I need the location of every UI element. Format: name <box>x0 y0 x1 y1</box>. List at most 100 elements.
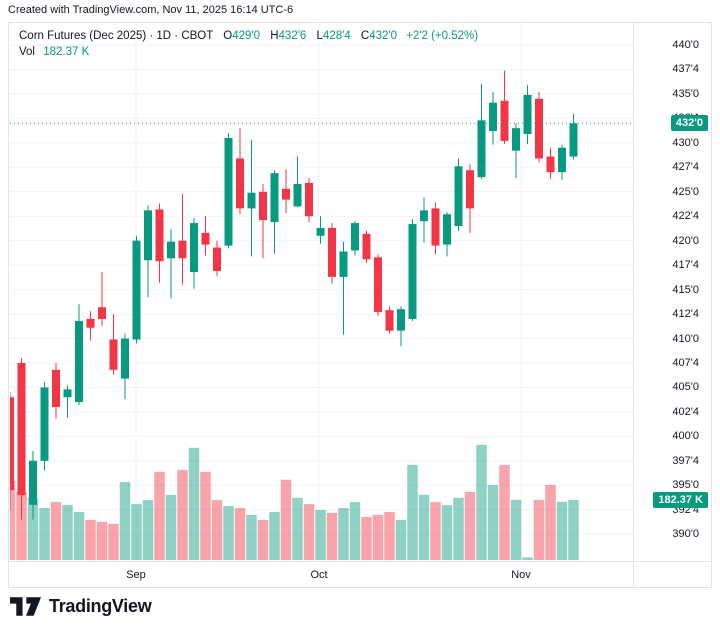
candle-body <box>98 307 106 319</box>
candle-body <box>316 227 325 236</box>
candle-body <box>86 318 95 328</box>
price-axis-label: 390'0 <box>672 528 699 541</box>
volume-bar <box>280 479 292 560</box>
symbol-title: Corn Futures (Dec 2025) · 1D · CBOT <box>19 30 214 42</box>
volume-bar <box>510 499 522 560</box>
candle-body <box>466 170 474 209</box>
time-axis-label: Oct <box>310 569 328 581</box>
candle-body <box>454 166 463 227</box>
volume-bar <box>96 521 108 560</box>
candle-body <box>259 191 267 221</box>
volume-bar <box>418 494 430 560</box>
time-axis-label: Nov <box>511 569 531 581</box>
price-axis-label: 430'0 <box>672 136 699 149</box>
volume-value: 182.37 K <box>43 46 90 58</box>
candle-body <box>339 251 348 277</box>
candle-body <box>10 397 14 491</box>
legend-symbol-row: Corn Futures (Dec 2025) · 1D · CBOT O429… <box>19 28 478 44</box>
price-axis-label: 420'0 <box>672 234 699 247</box>
volume-bar <box>154 471 165 560</box>
tradingview-footer: TradingView <box>10 592 152 620</box>
candle-body <box>155 209 164 262</box>
volume-bar <box>16 491 27 560</box>
candle-body <box>500 100 509 141</box>
candle-body <box>121 338 129 379</box>
candle-body <box>132 240 141 340</box>
candle-body <box>305 182 313 217</box>
candle-body <box>236 158 244 209</box>
volume-bar <box>556 501 568 560</box>
candle-body <box>282 188 290 200</box>
candle-body <box>351 223 359 251</box>
price-axis-label: 407'4 <box>672 356 699 369</box>
ohlc-close: C432'0 <box>360 30 397 42</box>
volume-bar <box>545 485 556 560</box>
candle-body <box>224 137 233 246</box>
last-price-badge: 432'0 <box>670 115 708 132</box>
price-axis-label: 437'4 <box>672 63 699 76</box>
time-axis-label: Sep <box>126 569 146 581</box>
volume-bar <box>430 502 441 560</box>
volume-bar <box>27 497 39 560</box>
price-axis-label: 440'0 <box>672 39 699 51</box>
candle-body <box>247 192 256 209</box>
chart-legend: Corn Futures (Dec 2025) · 1D · CBOT O429… <box>19 28 478 60</box>
candle-body <box>270 173 279 223</box>
price-axis-label: 410'0 <box>672 332 699 345</box>
volume-bar <box>361 516 372 560</box>
volume-bar <box>372 514 384 560</box>
time-axis[interactable]: Sep Oct Nov <box>10 562 633 588</box>
volume-bar <box>441 505 453 560</box>
candle-body <box>75 320 83 403</box>
candle-body <box>328 227 336 277</box>
candle-body <box>420 210 428 222</box>
volume-bar <box>108 523 119 560</box>
volume-bar <box>533 499 545 560</box>
volume-bar <box>395 519 407 560</box>
chart-panel: Corn Futures (Dec 2025) · 1D · CBOT O429… <box>8 22 712 588</box>
volume-bar <box>73 511 85 560</box>
price-axis-label: 415'0 <box>672 283 699 296</box>
candle-body <box>167 241 175 259</box>
volume-bar <box>85 519 96 560</box>
volume-bar <box>487 485 499 560</box>
candle-body <box>29 460 37 505</box>
price-axis-label: 427'4 <box>672 161 699 174</box>
time-axis-separator <box>9 561 711 562</box>
volume-bar <box>165 494 177 560</box>
volume-bar <box>407 464 418 560</box>
price-axis[interactable]: 440'0437'4435'0432'4430'0427'4425'0422'4… <box>634 23 712 561</box>
candle-body <box>385 310 394 331</box>
candle-body <box>489 102 497 132</box>
volume-bar <box>142 500 154 560</box>
volume-bar <box>499 464 510 560</box>
tradingview-logo-text[interactable]: TradingView <box>49 595 152 616</box>
candle-body <box>213 247 221 272</box>
candle-body <box>190 223 198 272</box>
price-axis-label: 400'0 <box>672 430 699 443</box>
candle-body <box>293 183 302 207</box>
volume-bar <box>62 505 73 560</box>
volume-bar <box>476 444 487 560</box>
volume-bar <box>234 508 246 560</box>
candle-body <box>40 387 49 461</box>
price-axis-label: 425'0 <box>672 185 699 198</box>
chart-plot-area[interactable] <box>10 23 633 561</box>
candle-body <box>397 309 405 331</box>
attribution-text: Created with TradingView.com, Nov 11, 20… <box>8 4 294 16</box>
candle-body <box>546 156 555 173</box>
candle-body <box>201 232 210 245</box>
candle-body <box>477 120 486 178</box>
price-axis-label: 405'0 <box>672 381 699 394</box>
candle-body <box>535 98 543 159</box>
candle-body <box>558 147 566 173</box>
volume-label: Vol <box>19 46 35 58</box>
volume-bar <box>269 511 280 560</box>
volume-bar <box>292 497 303 560</box>
price-chart[interactable] <box>10 23 633 561</box>
volume-bar <box>188 447 200 560</box>
volume-bar <box>39 508 50 560</box>
volume-bar <box>315 510 326 560</box>
tradingview-logo-icon[interactable] <box>10 596 41 616</box>
candle-body <box>443 214 451 245</box>
